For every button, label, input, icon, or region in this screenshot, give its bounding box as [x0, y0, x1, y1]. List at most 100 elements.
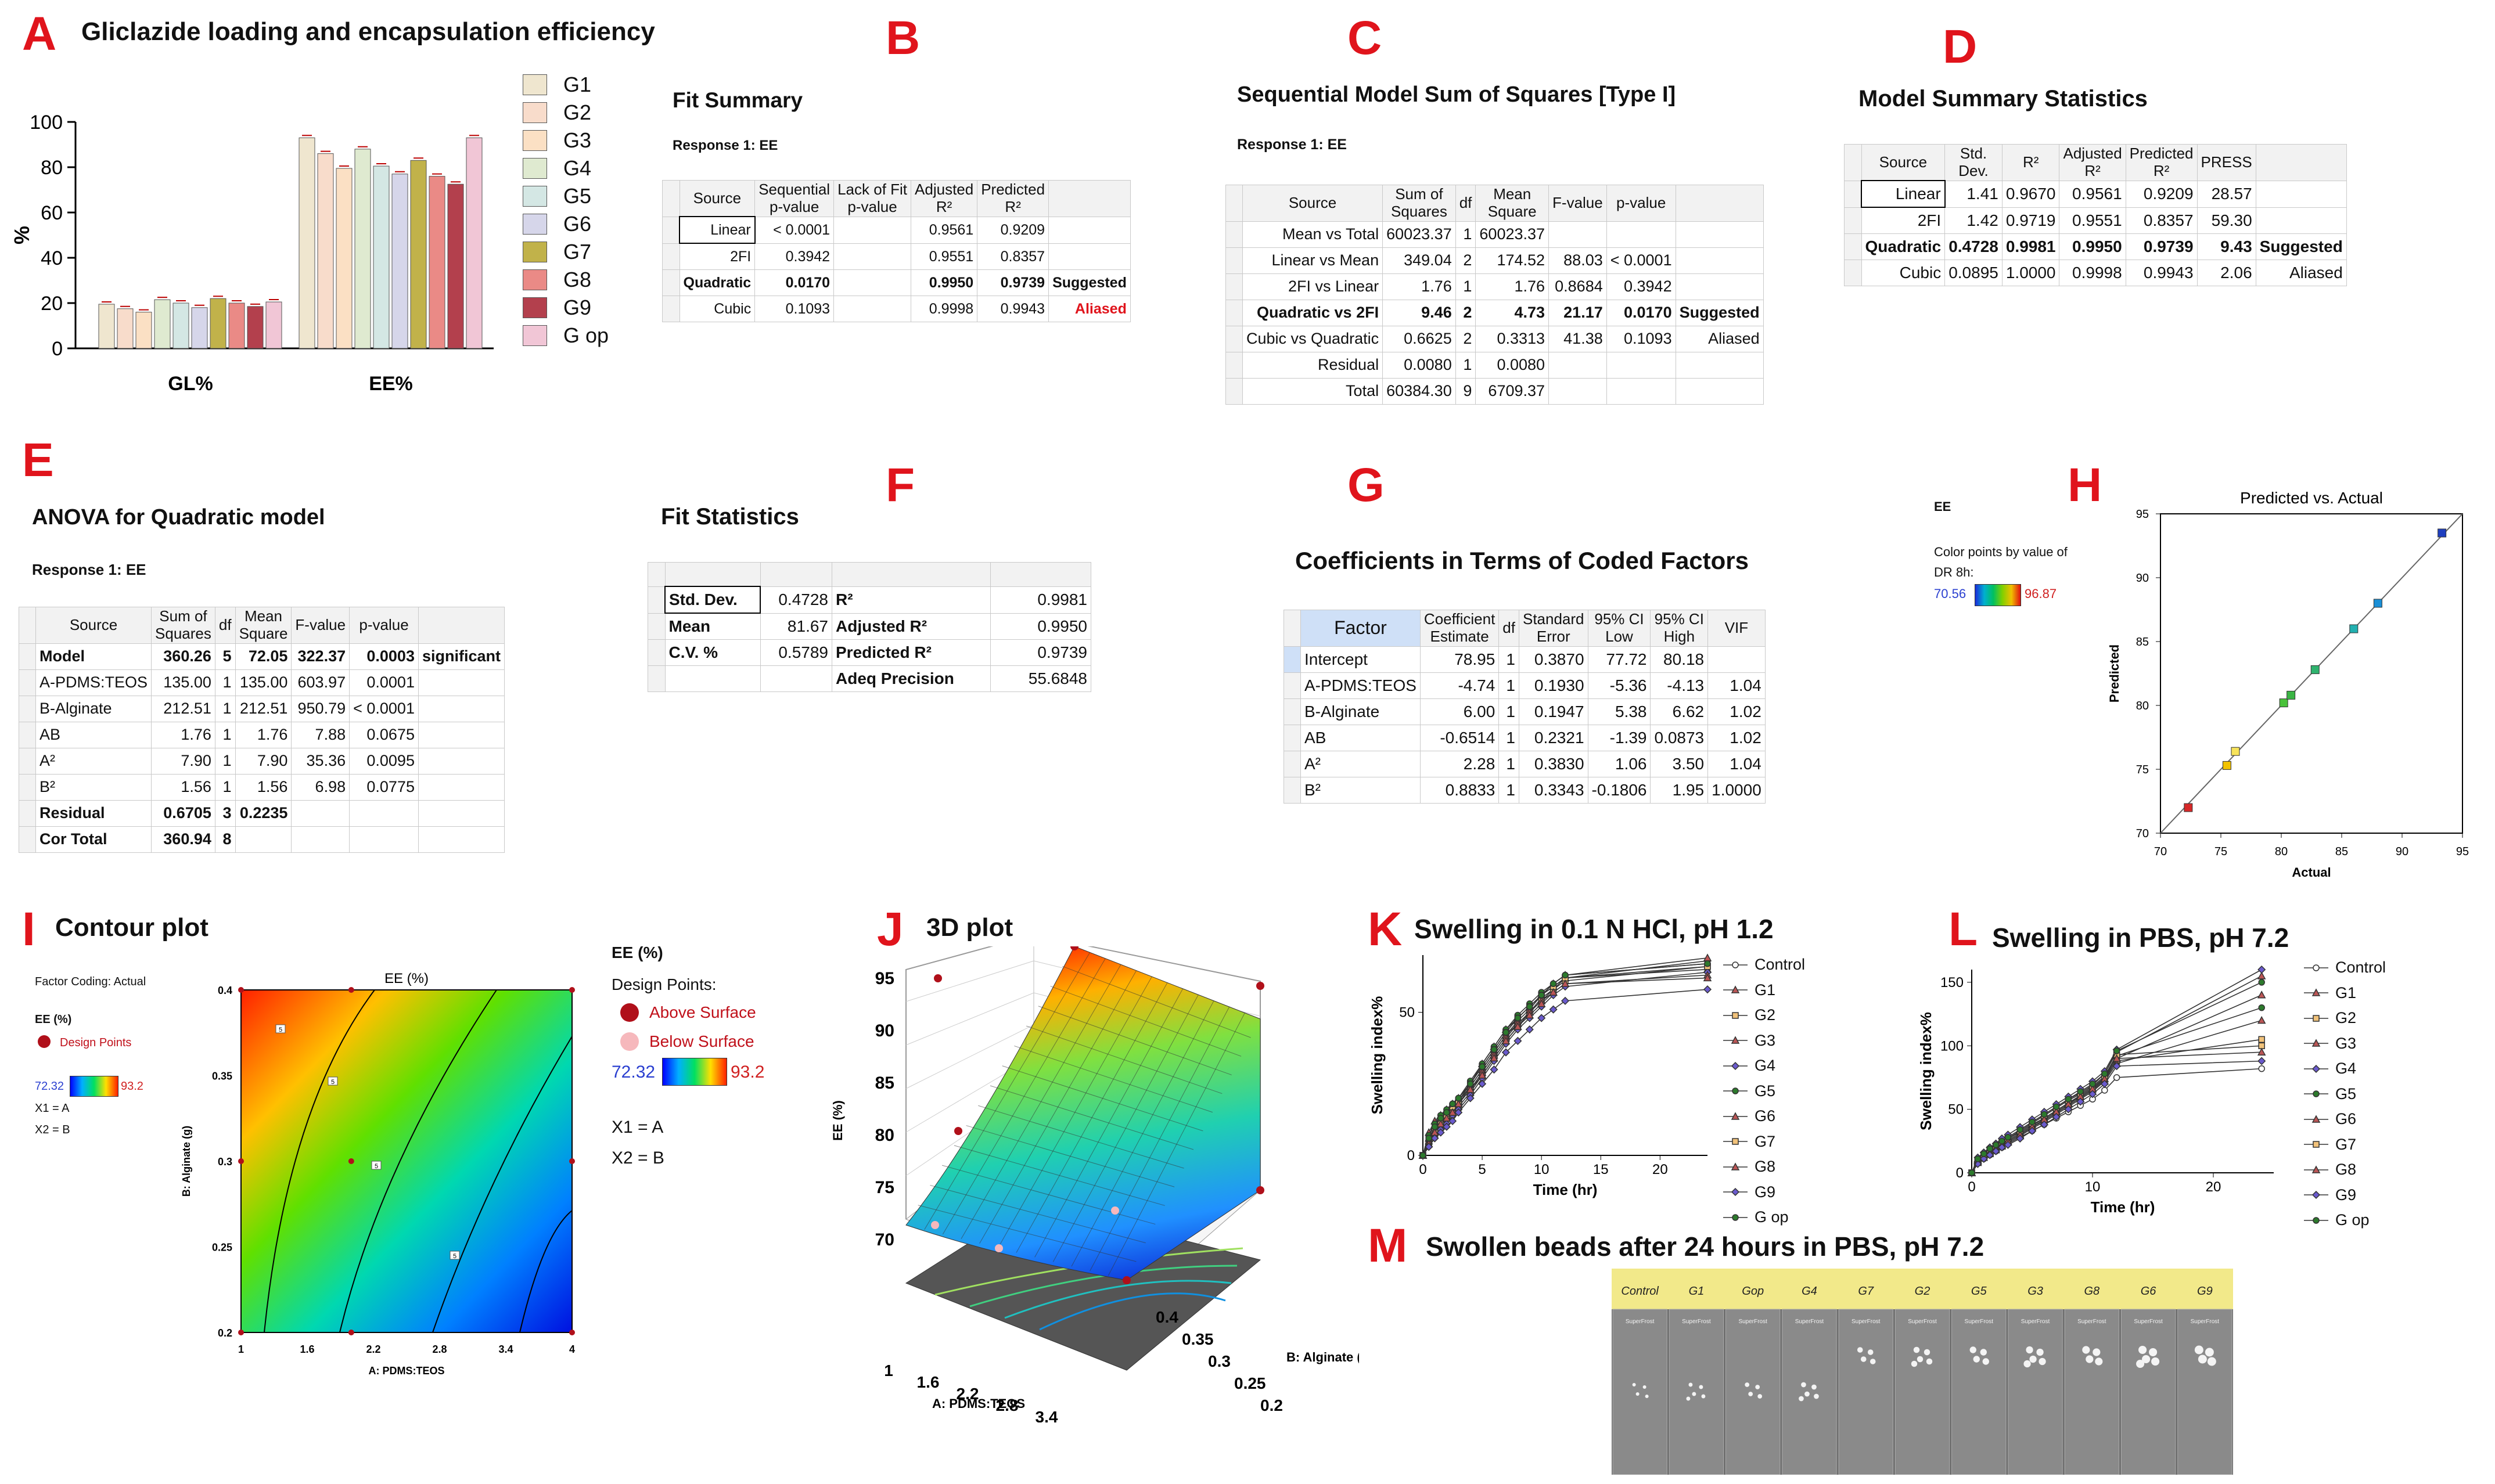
- legend-label: G3: [2335, 1034, 2357, 1052]
- data-point: [1466, 1094, 1475, 1103]
- x-tick-label: 0: [1419, 1162, 1426, 1177]
- data-point: [2101, 1070, 2108, 1078]
- data-point: [2258, 1036, 2265, 1043]
- table-cell: 3.50: [1650, 750, 1709, 777]
- data-point: [2184, 803, 2193, 812]
- legend-label: G5: [1755, 1082, 1776, 1100]
- table-cell: [1548, 351, 1607, 379]
- table-cell: 2: [1455, 247, 1476, 274]
- series-line: [1971, 1068, 2262, 1173]
- z-tick-label: 95: [875, 969, 894, 988]
- legend-label: G7: [1755, 1132, 1776, 1150]
- data-point: [2279, 698, 2288, 708]
- table-cell: 0.1093: [1606, 325, 1676, 352]
- table-cell: 0.9209: [977, 216, 1049, 244]
- data-point: [2257, 990, 2266, 999]
- bar: [135, 312, 152, 349]
- bead: [1860, 1356, 1867, 1362]
- header-cell: [418, 607, 505, 644]
- table-cell: < 0.0001: [754, 216, 835, 244]
- legend-item: G7: [2303, 1135, 2356, 1154]
- data-point: [2311, 1191, 2321, 1200]
- table-cell: 1: [1498, 646, 1519, 673]
- table-cell: 21.17: [1548, 299, 1607, 326]
- x-tick-label: 1: [884, 1361, 893, 1379]
- z-tick-label: 85: [875, 1074, 894, 1093]
- table-cell: Cubic: [1861, 260, 1946, 287]
- table-cell: [1675, 351, 1764, 379]
- x-tick-label: 20: [1652, 1162, 1668, 1177]
- data-point: [1436, 1119, 1445, 1128]
- table-cell: 212.51: [235, 695, 292, 722]
- x-tick-label: 4: [569, 1343, 575, 1355]
- table-row: A² 2.28 1 0.3830 1.06 3.50 1.04: [1284, 750, 1766, 777]
- mesh-line: [942, 958, 1106, 1235]
- table-cell: 2: [1455, 299, 1476, 326]
- pva-title: Predicted vs. Actual: [2240, 489, 2383, 507]
- table-cell: 6709.37: [1475, 377, 1550, 405]
- header-cell: Sum of Squares: [151, 607, 215, 644]
- table-cell: 1: [1498, 672, 1519, 699]
- table-cell: 0.8833: [1419, 776, 1500, 804]
- legend-label: G op: [2335, 1211, 2370, 1229]
- table-cell: Cubic vs Quadratic: [1242, 325, 1383, 352]
- legend-item: G op: [523, 323, 609, 348]
- table-cell: 80.18: [1650, 646, 1709, 673]
- data-point: [1454, 1099, 1463, 1108]
- data-point: [1449, 1100, 1456, 1108]
- table-cell: -1.39: [1587, 724, 1651, 751]
- table-row: A-PDMS:TEOS 135.00 1 135.00 603.97 0.0001: [19, 669, 505, 696]
- table-cell: -0.6514: [1419, 724, 1500, 751]
- table-cell: Cubic: [679, 296, 756, 323]
- table-cell: 2FI: [1861, 207, 1946, 235]
- legend-item: G op: [2303, 1211, 2370, 1229]
- table-cell: 0.2321: [1518, 724, 1588, 751]
- data-point: [2311, 1039, 2321, 1047]
- legend-label: G3: [1755, 1031, 1776, 1049]
- legend-marker: [1723, 1087, 1748, 1095]
- legend-swatch: [523, 102, 547, 123]
- table-cell: Suggested: [2255, 233, 2347, 261]
- table-cell: 1: [1498, 724, 1519, 751]
- design-point: [348, 1330, 354, 1335]
- table-cell: [833, 243, 912, 271]
- table-row: AB 1.76 1 1.76 7.88 0.0675: [19, 721, 505, 748]
- legend-marker: [2304, 1165, 2328, 1173]
- table-cell: AB: [1300, 724, 1421, 751]
- legend-item: G6: [1722, 1107, 1775, 1125]
- series-line: [1422, 966, 1708, 1156]
- legend-label: G4: [1755, 1057, 1776, 1075]
- pva-color-bar: [1975, 584, 2021, 606]
- legend-marker: [1723, 985, 1748, 994]
- table-cell: [1548, 221, 1607, 248]
- table-cell: 1.76: [151, 721, 215, 748]
- header-cell: VIF: [1707, 610, 1766, 647]
- table-cell: 1.56: [235, 773, 292, 801]
- beads-photo: Control SuperFrost G1 SuperFrost Gop SuperFro…: [1612, 1269, 2233, 1475]
- mesh-line: [1016, 982, 1168, 1253]
- header-cell: Source: [679, 180, 756, 217]
- below-surface-icon: [620, 1032, 639, 1051]
- table-cell: 35.36: [291, 747, 350, 775]
- y-tick-label: 75: [2136, 763, 2149, 776]
- table-row: Residual 0.0080 1 0.0080: [1225, 351, 1764, 379]
- table-cell: [1606, 351, 1676, 379]
- bead: [2194, 1345, 2203, 1355]
- table-cell: 0.9551: [911, 243, 978, 271]
- slide-brand: SuperFrost: [1852, 1319, 1881, 1325]
- table-cell: 1: [214, 747, 236, 775]
- bead: [1911, 1360, 1918, 1367]
- slide-brand: SuperFrost: [1965, 1319, 1994, 1325]
- coefficients-title: Coefficients in Terms of Coded Factors: [1295, 547, 1749, 574]
- coefficients-table: Factor Coefficient Estimate df Standard Err…: [1284, 610, 1766, 804]
- data-point: [1490, 1065, 1498, 1074]
- bead: [1913, 1346, 1920, 1353]
- data-point: [1732, 1012, 1739, 1019]
- table-cell: 0.0001: [349, 669, 419, 696]
- table-cell: 0.9950: [990, 613, 1091, 640]
- bead: [2151, 1357, 2160, 1366]
- data-point: [1550, 980, 1557, 988]
- legend-label: G8: [563, 268, 592, 291]
- table-cell: [418, 747, 505, 775]
- table-row: Linear 1.41 0.9670 0.9561 0.9209 28.57: [1844, 180, 2347, 208]
